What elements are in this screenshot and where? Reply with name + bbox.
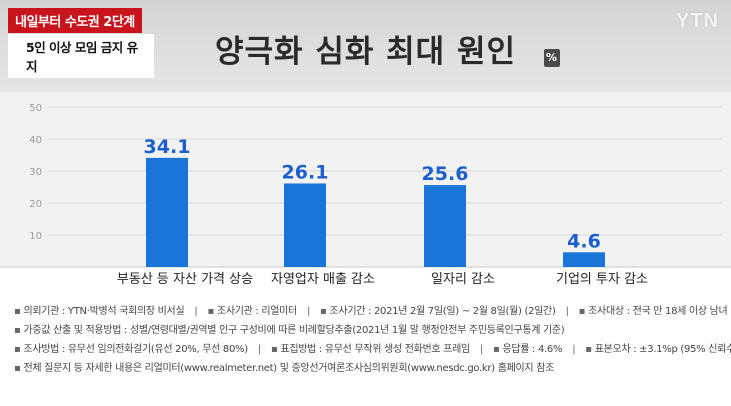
note-reference: 전체 질문지 등 자세한 내용은 리얼미터(www.realmeter.net)… — [23, 363, 554, 374]
data-label: 25.6 — [422, 163, 469, 185]
category-label: 일자리 감소 — [431, 272, 495, 287]
note-client: 의뢰기관 : YTN·박병석 국회의장 비서실 — [23, 306, 185, 317]
chart-title-inner: 양극화 심화 최대 원인 % — [214, 26, 561, 71]
news-caption: 내일부터 수도권 2단계 5인 이상 모임 금지 유지 — [8, 8, 154, 78]
chart-title: 양극화 심화 최대 원인 — [214, 34, 517, 70]
y-tick-label: 50 — [29, 103, 42, 114]
news-caption-subline: 5인 이상 모임 금지 유지 — [8, 34, 154, 78]
data-label: 34.1 — [144, 136, 191, 158]
note-agency: 조사기관 : 리얼미터 — [216, 306, 297, 317]
notes-row-1: ▪ 의뢰기관 : YTN·박병석 국회의장 비서실 | ▪ 조사기관 : 리얼미터 | ▪ 조… — [14, 302, 731, 317]
category-label: 자영업자 매출 감소 — [271, 272, 375, 287]
notes-row-2: ▪ 가중값 산출 및 적용방법 : 성별/연령대별/권역별 인구 구성비에 따른 … — [14, 325, 565, 336]
category-label: 기업의 투자 감소 — [556, 272, 648, 287]
note-sampling: 표집방법 : 유무선 무작위 생성 전화번호 프레임 — [280, 344, 470, 355]
survey-notes: ▪ 의뢰기관 : YTN·박병석 국회의장 비서실 | ▪ 조사기관 : 리얼미터 | ▪ 조… — [0, 290, 731, 406]
news-caption-headline: 내일부터 수도권 2단계 — [8, 8, 142, 33]
note-margin-error: 표본오차 : ±3.1%p (95% 신뢰수준) — [594, 344, 731, 355]
bar — [146, 157, 188, 267]
category-strip — [0, 267, 731, 290]
bar — [284, 183, 326, 267]
y-tick-label: 10 — [29, 231, 42, 242]
category-label: 부동산 등 자산 가격 상승 — [117, 272, 253, 287]
note-weighting: 가중값 산출 및 적용방법 : 성별/연령대별/권역별 인구 구성비에 따른 비… — [23, 325, 565, 336]
data-label: 4.6 — [567, 230, 601, 252]
ytn-logo: YTN — [676, 10, 719, 32]
notes-row-3: ▪ 조사방법 : 유무선 임의전화걸기(유선 20%, 무선 80%) | ▪ 표집방법… — [14, 340, 731, 355]
chart-title-wrap: 양극화 심화 최대 원인 % — [0, 26, 731, 71]
y-tick-label: 20 — [29, 199, 42, 210]
unit-badge: % — [544, 49, 561, 67]
chart-area: 50 40 30 20 10 34.1 부동산 등 자산 가격 상승 26.1 자영업자 매출 … — [0, 92, 731, 290]
note-period: 조사기간 : 2021년 2월 7일(일) ~ 2월 8일(월) (2일간) — [329, 306, 556, 317]
note-method: 조사방법 : 유무선 임의전화걸기(유선 20%, 무선 80%) — [23, 344, 248, 355]
bar — [424, 185, 466, 267]
data-label: 26.1 — [282, 161, 329, 183]
note-response-rate: 응답률 : 4.6% — [502, 344, 563, 355]
y-tick-label: 30 — [29, 167, 42, 178]
notes-row-4: ▪ 전체 질문지 등 자세한 내용은 리얼미터(www.realmeter.net… — [14, 363, 554, 374]
y-tick-label: 40 — [29, 135, 42, 146]
bar — [563, 252, 605, 267]
note-target: 조사대상 : 전국 만 18세 이상 남녀 1,000명 — [588, 306, 731, 317]
bar-chart: 50 40 30 20 10 34.1 부동산 등 자산 가격 상승 26.1 자영업자 매출 … — [0, 103, 731, 290]
